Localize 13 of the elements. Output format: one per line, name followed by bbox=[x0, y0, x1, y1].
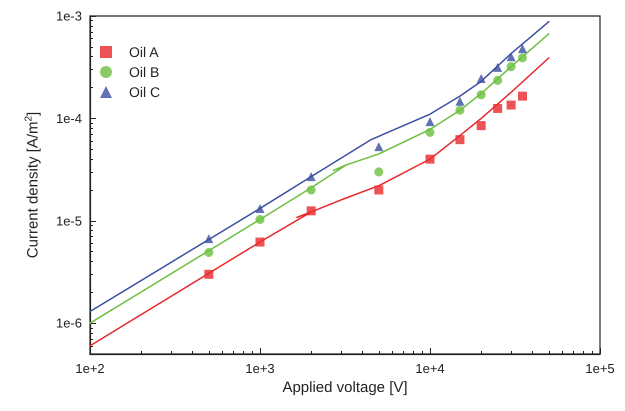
x-tick-label: 1e+3 bbox=[245, 361, 275, 376]
legend-label: Oil B bbox=[129, 64, 160, 80]
y-axis-title: Current density [A/m2] bbox=[24, 112, 42, 258]
y-tick-label: 1e-5 bbox=[56, 213, 82, 228]
y-tick-label: 1e-3 bbox=[56, 8, 82, 24]
y-tick-label: 1e-4 bbox=[56, 110, 82, 126]
x-tick-label: 1e+5 bbox=[585, 361, 615, 376]
x-tick-label: 1e+4 bbox=[415, 361, 445, 376]
y-tick-label: 1e-6 bbox=[56, 316, 82, 331]
legend-label: Oil A bbox=[129, 44, 160, 60]
legend-label: Oil C bbox=[129, 84, 160, 100]
x-tick-label: 1e+2 bbox=[75, 361, 105, 376]
x-axis-title: Applied voltage [V] bbox=[282, 379, 408, 396]
